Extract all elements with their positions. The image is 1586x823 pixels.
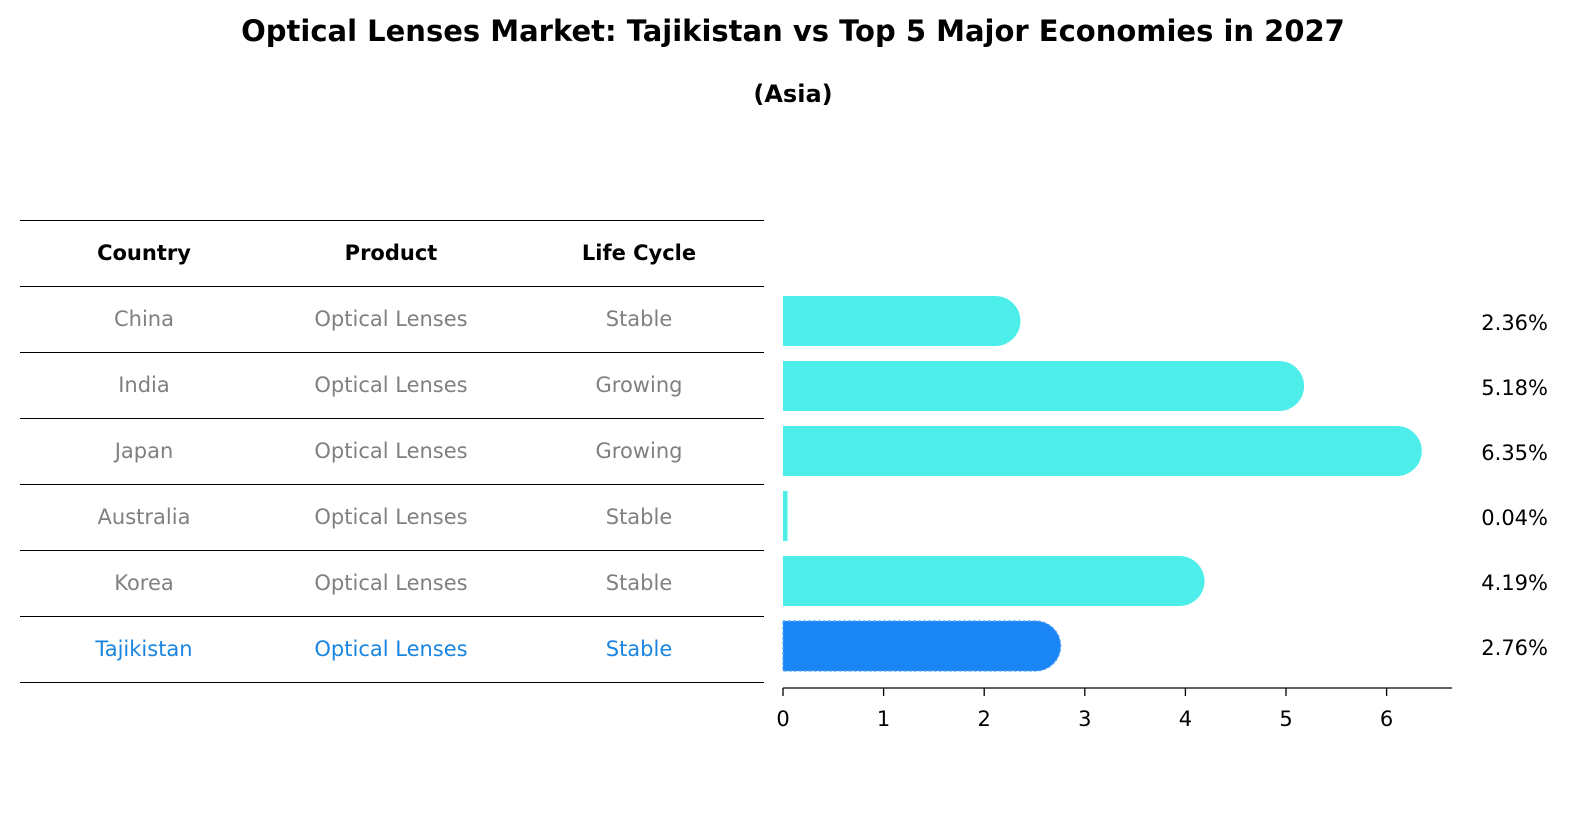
x-tick-label: 0 (776, 707, 789, 731)
table-cell-product: Optical Lenses (314, 571, 468, 595)
bar (783, 491, 788, 541)
bar-value-label: 4.19% (1481, 571, 1548, 595)
table-cell-life-cycle: Stable (605, 505, 673, 529)
chart-title: Optical Lenses Market: Tajikistan vs Top… (241, 14, 1345, 48)
table-cell-product: Optical Lenses (314, 505, 468, 529)
table-cell-product: Optical Lenses (314, 307, 468, 331)
bar-value-label: 2.36% (1481, 311, 1548, 335)
x-tick-label: 4 (1179, 707, 1192, 731)
chart-subtitle: (Asia) (753, 80, 833, 108)
table-rule (20, 220, 764, 221)
table-header-cell: Country (97, 241, 191, 265)
table-cell-country: India (118, 373, 170, 397)
table-rule (20, 286, 764, 287)
table-rule (20, 616, 764, 617)
table-cell-life-cycle: Growing (595, 439, 683, 463)
x-tick-label: 5 (1279, 707, 1292, 731)
table-cell-product: Optical Lenses (314, 637, 468, 661)
bar-value-label: 6.35% (1481, 441, 1548, 465)
table-header-cell: Product (344, 241, 438, 265)
table-cell-product: Optical Lenses (314, 439, 468, 463)
table-cell-life-cycle: Stable (605, 571, 673, 595)
bar-highlight (782, 620, 1062, 672)
table-cell-country: China (114, 307, 174, 331)
table-rule (20, 682, 764, 683)
table-cell-country: Japan (114, 439, 174, 463)
table-cell-product: Optical Lenses (314, 373, 468, 397)
bar (783, 426, 1422, 476)
x-tick-label: 1 (877, 707, 890, 731)
bar-value-label: 2.76% (1481, 636, 1548, 660)
bar (783, 361, 1305, 411)
table-rule (20, 484, 764, 485)
table-cell-life-cycle: Growing (595, 373, 683, 397)
x-tick-label: 6 (1380, 707, 1393, 731)
table-cell-country: Korea (114, 571, 174, 595)
table-header-cell: Life Cycle (581, 241, 697, 265)
table-cell-life-cycle: Stable (605, 307, 673, 331)
bar-value-label: 5.18% (1481, 376, 1548, 400)
x-tick-label: 3 (1078, 707, 1091, 731)
bar (783, 296, 1021, 346)
table-cell-country: Australia (97, 505, 191, 529)
table-rule (20, 550, 764, 551)
table-rule (20, 352, 764, 353)
table-cell-life-cycle: Stable (605, 637, 673, 661)
x-tick-label: 2 (978, 707, 991, 731)
bar-value-label: 0.04% (1481, 506, 1548, 530)
bar (783, 556, 1205, 606)
table-rule (20, 418, 764, 419)
table-cell-country: Tajikistan (95, 637, 193, 661)
